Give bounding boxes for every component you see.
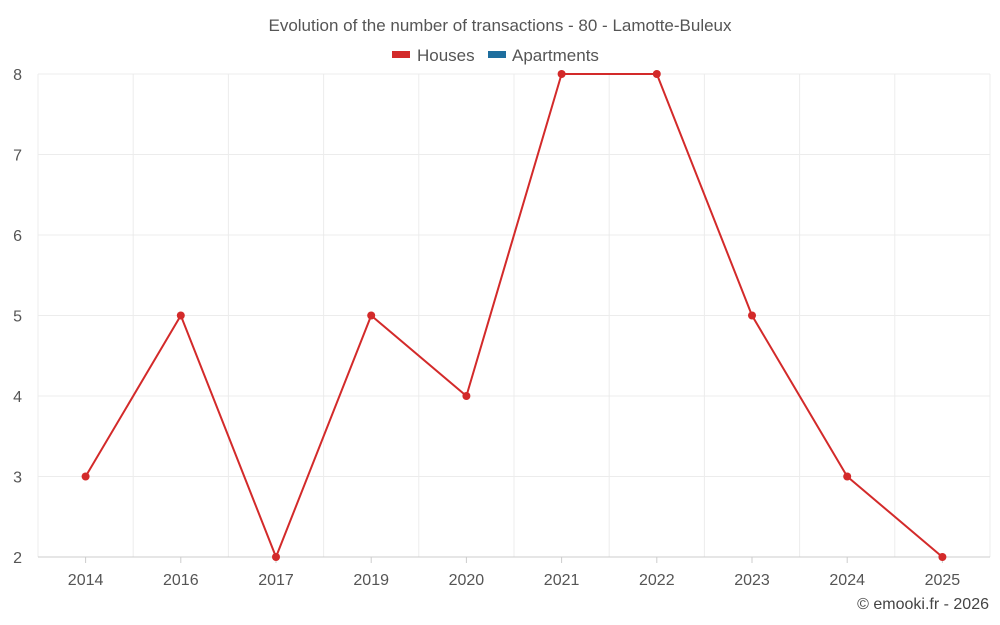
x-tick-label: 2025: [925, 572, 961, 589]
x-tick-label: 2022: [639, 572, 675, 589]
x-tick-label: 2021: [544, 572, 580, 589]
data-point-houses-2024[interactable]: [843, 472, 852, 481]
legend-item-apartments[interactable]: Apartments: [488, 46, 599, 65]
y-tick-label: 5: [13, 309, 22, 326]
y-tick-label: 7: [13, 148, 22, 165]
credit-text: © emooki.fr - 2026: [857, 596, 989, 613]
x-tick-label: 2024: [829, 572, 865, 589]
legend-item-houses[interactable]: Houses: [392, 46, 475, 65]
legend-label-houses: Houses: [417, 46, 475, 65]
x-tick-label: 2014: [68, 572, 104, 589]
series-points: [81, 70, 947, 561]
legend-swatch-houses: [392, 51, 410, 58]
data-point-houses-2022[interactable]: [652, 70, 661, 78]
legend: Houses Apartments: [392, 46, 599, 65]
data-point-houses-2014[interactable]: [81, 472, 90, 481]
series-lines: [84, 73, 944, 558]
x-tick-label: 2020: [449, 572, 485, 589]
legend-swatch-apartments: [488, 51, 506, 58]
data-point-houses-2020[interactable]: [462, 392, 471, 400]
y-tick-label: 4: [13, 389, 22, 406]
data-point-houses-2016[interactable]: [176, 311, 185, 320]
data-point-houses-2019[interactable]: [367, 311, 376, 320]
data-point-houses-2017[interactable]: [272, 553, 280, 561]
chart-title: Evolution of the number of transactions …: [268, 16, 732, 35]
data-point-houses-2025[interactable]: [938, 553, 947, 561]
x-tick-label: 2023: [734, 572, 770, 589]
x-tick-label: 2017: [258, 572, 294, 589]
y-axis-ticks: 2 3 4 5 6 7 8: [13, 67, 22, 567]
legend-label-apartments: Apartments: [512, 46, 599, 65]
data-point-houses-2021[interactable]: [557, 70, 566, 78]
x-tick-label: 2019: [353, 572, 389, 589]
y-tick-label: 8: [13, 67, 22, 84]
y-tick-label: 2: [13, 550, 22, 567]
y-tick-label: 6: [13, 228, 22, 245]
series-line-houses: [84, 73, 944, 558]
x-tick-label: 2016: [163, 572, 199, 589]
y-tick-label: 3: [13, 470, 22, 487]
data-point-houses-2023[interactable]: [748, 311, 756, 320]
x-axis-ticks: 2014 2016 2017 2019 2020 2021 2022 2023 2024 2025: [68, 557, 960, 589]
